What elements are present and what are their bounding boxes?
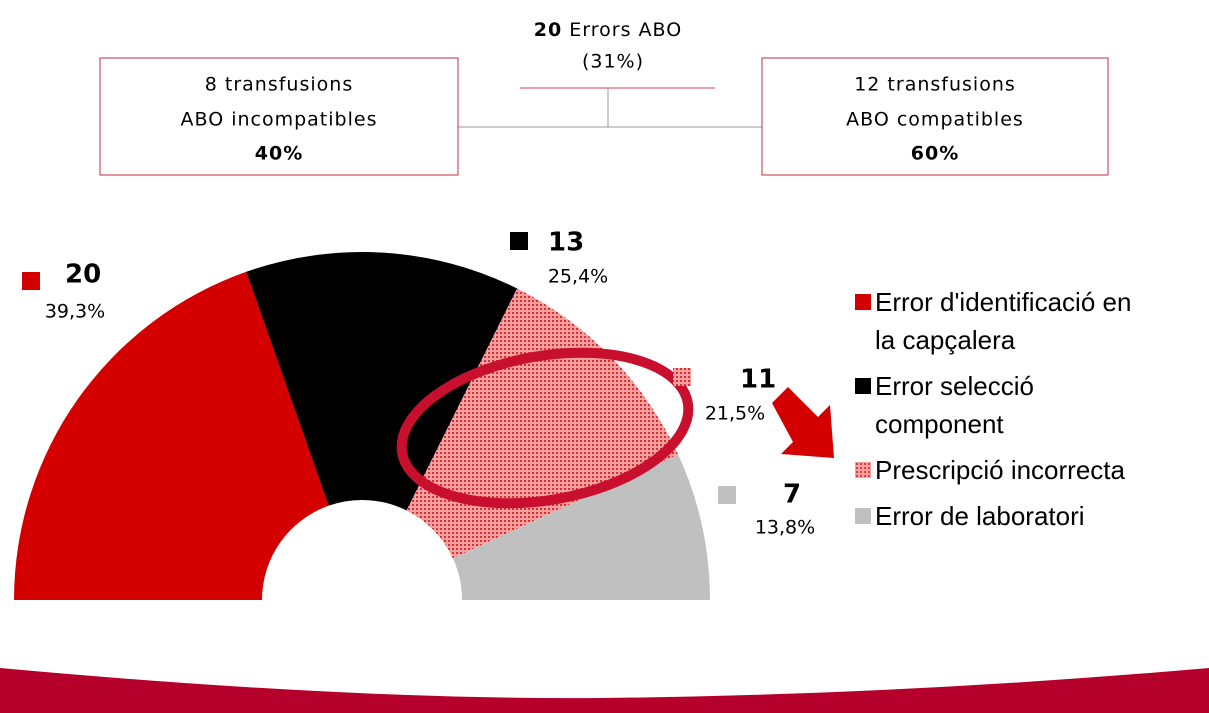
box-line: ABO incompatibles bbox=[181, 109, 378, 131]
value-label: 7 bbox=[783, 480, 801, 510]
donut bbox=[14, 252, 710, 600]
legend-swatch bbox=[855, 294, 871, 310]
label-swatch bbox=[718, 486, 736, 504]
footer-band bbox=[0, 668, 1209, 713]
percent-label: 21,5% bbox=[705, 403, 765, 425]
box bbox=[761, 57, 1109, 176]
root-label: Errors ABO bbox=[569, 19, 682, 41]
box-share: 60% bbox=[911, 143, 959, 165]
label-swatch bbox=[673, 368, 691, 386]
legend-label: Prescripció incorrecta bbox=[875, 455, 1125, 485]
root-title: 20 Errors ABO bbox=[534, 19, 682, 41]
slice bbox=[246, 252, 518, 511]
legend-item: Error d'identificació en la capçalera bbox=[855, 283, 1155, 359]
legend-label: Error d'identificació en la capçalera bbox=[875, 287, 1132, 355]
percent-label: 25,4% bbox=[548, 266, 608, 288]
label-swatch bbox=[510, 232, 528, 250]
label-swatch bbox=[22, 272, 40, 290]
slice bbox=[406, 288, 679, 559]
tree: 20 Errors ABO (31%) 8 transfusions ABO i… bbox=[99, 19, 1109, 176]
slice bbox=[452, 454, 710, 600]
value-label: 13 bbox=[548, 228, 584, 258]
box bbox=[99, 57, 459, 176]
legend-swatch bbox=[855, 378, 871, 394]
legend-item: Prescripció incorrecta bbox=[855, 451, 1155, 489]
arrow bbox=[772, 387, 834, 458]
slice bbox=[14, 271, 329, 600]
legend-item: Error de laboratori bbox=[855, 497, 1155, 535]
highlight-ellipse bbox=[396, 347, 694, 509]
box-line: 12 transfusions bbox=[854, 74, 1016, 96]
legend-swatch bbox=[855, 462, 871, 478]
percent-label: 39,3% bbox=[45, 301, 105, 323]
value-label: 11 bbox=[740, 365, 776, 395]
percent-label: 13,8% bbox=[755, 517, 815, 539]
legend-label: Error de laboratori bbox=[875, 501, 1085, 531]
box-line: 8 transfusions bbox=[205, 74, 353, 96]
legend: Error d'identificació en la capçalera Err… bbox=[855, 283, 1155, 543]
box-line: ABO compatibles bbox=[846, 109, 1024, 131]
legend-swatch bbox=[855, 508, 871, 524]
legend-label: Error selecció component bbox=[875, 371, 1034, 439]
value-label: 20 bbox=[65, 260, 101, 290]
legend-item: Error selecció component bbox=[855, 367, 1155, 443]
box-share: 40% bbox=[255, 143, 303, 165]
root-count: 20 bbox=[534, 19, 562, 41]
root-share: (31%) bbox=[582, 51, 644, 73]
